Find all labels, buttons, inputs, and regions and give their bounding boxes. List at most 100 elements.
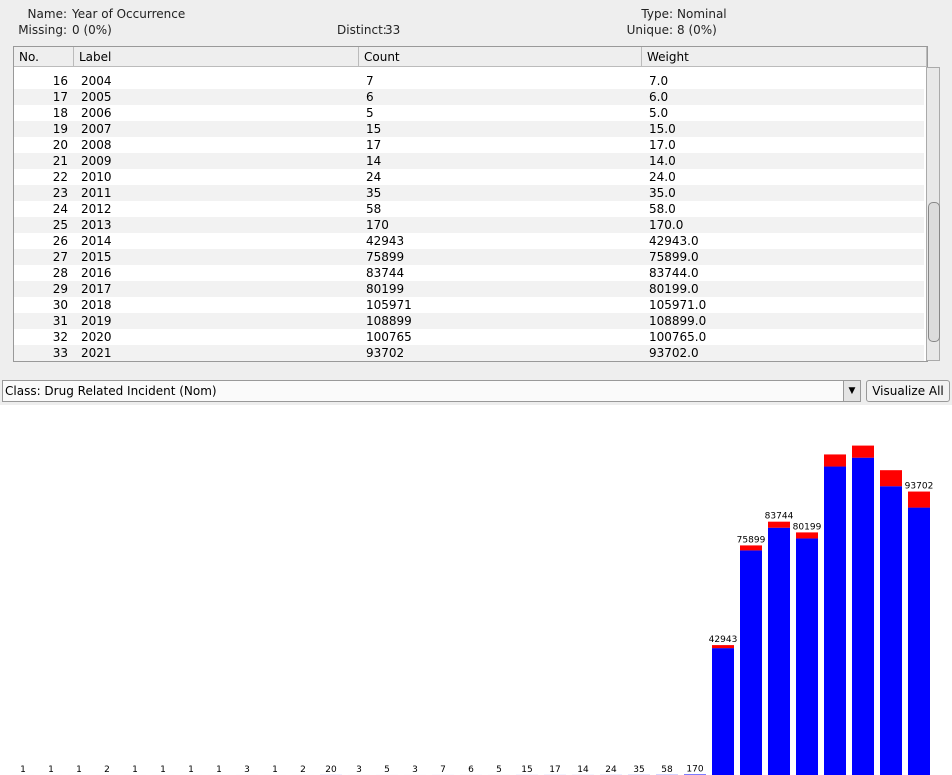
table-cell: 80199: [366, 282, 405, 296]
table-cell: 5.0: [649, 106, 669, 120]
name-label: Name:: [27, 7, 67, 21]
table-cell: 32: [52, 330, 68, 344]
bar-segment: [712, 648, 734, 775]
table-cell: 2021: [81, 346, 112, 360]
table-row: 30 2018 105971 105971.0: [14, 297, 924, 313]
bar-label: 42943: [709, 635, 738, 645]
bar-segment: [852, 457, 874, 775]
column-header: Count: [359, 47, 642, 67]
table-cell: 14.0: [649, 154, 676, 168]
bar-label: 35: [633, 765, 644, 775]
table-cell: 24.0: [649, 170, 676, 184]
table-cell: 75899: [366, 250, 405, 264]
table-cell: 2007: [81, 122, 112, 136]
class-selector-text: Class: Drug Related Incident (Nom): [5, 384, 217, 398]
bar-label: 7: [440, 765, 446, 775]
table-row: 29 2017 80199 80199.0: [14, 281, 924, 297]
bar-segment: [880, 486, 902, 775]
visualize-all-button[interactable]: Visualize All: [866, 380, 950, 402]
bar-label: 93702: [905, 482, 934, 492]
bar-label: 14: [577, 765, 589, 775]
table-cell: 23: [52, 186, 68, 200]
table-row: 25 2013 170 170.0: [14, 217, 924, 233]
bar-segment: [908, 491, 930, 508]
table-row: 16 2004 7 7.0: [14, 73, 924, 89]
table-row: 24 2012 58 58.0: [14, 201, 924, 217]
table-cell: 2005: [81, 90, 112, 104]
bar-label: 1: [20, 765, 26, 775]
table-cell: 15: [366, 122, 382, 136]
column-header: Label: [74, 47, 359, 67]
table-cell: 93702.0: [649, 346, 699, 360]
table-cell: 28: [52, 266, 68, 280]
table-cell: 33: [52, 346, 68, 360]
table-row: 32 2020 100765 100765.0: [14, 329, 924, 345]
scrollbar[interactable]: [926, 67, 940, 361]
table-cell: 7.0: [649, 74, 669, 88]
table-cell: 18: [52, 106, 68, 120]
dropdown-arrow[interactable]: ▼: [843, 381, 860, 401]
table-cell: 26: [52, 234, 68, 248]
table-cell: 6.0: [649, 90, 669, 104]
table-cell: 2012: [81, 202, 112, 216]
table-row: 18 2006 5 5.0: [14, 105, 924, 121]
bar-segment: [796, 532, 818, 539]
table-row: 31 2019 108899 108899.0: [14, 313, 924, 329]
class-selector[interactable]: Class: Drug Related Incident (Nom) ▼: [2, 380, 861, 402]
table-cell: 35: [366, 186, 382, 200]
bar-label: 17: [549, 765, 560, 775]
scroll-thumb[interactable]: [928, 202, 940, 342]
table-cell: 170.0: [649, 218, 684, 232]
table-cell: 22: [52, 170, 68, 184]
unique-label: Unique:: [626, 23, 673, 37]
unique-value: 8 (0%): [677, 23, 717, 37]
table-cell: 2017: [81, 282, 112, 296]
bar-label: 1: [216, 765, 222, 775]
table-cell: 35.0: [649, 186, 676, 200]
bar-segment: [880, 470, 902, 487]
table-cell: 108899: [366, 314, 412, 328]
table-row: 20 2008 17 17.0: [14, 137, 924, 153]
table-cell: 21: [52, 154, 68, 168]
table-cell: 20: [52, 138, 68, 152]
type-value: Nominal: [677, 7, 727, 21]
table-cell: 83744: [366, 266, 405, 280]
missing-value: 0 (0%): [72, 23, 112, 37]
bar-label: 1: [132, 765, 138, 775]
bar-segment: [712, 645, 734, 649]
bar-segment: [740, 545, 762, 551]
table-cell: 58: [366, 202, 382, 216]
table-cell: 2010: [81, 170, 112, 184]
bar-label: 1: [272, 765, 278, 775]
type-label: Type:: [641, 7, 673, 21]
table-cell: 105971: [366, 298, 412, 312]
bar-label: 15: [521, 765, 532, 775]
table-cell: 29: [52, 282, 68, 296]
table-cell: 25: [52, 218, 68, 232]
table-cell: 17: [366, 138, 382, 152]
bar-label: 1: [160, 765, 166, 775]
table-cell: 80199.0: [649, 282, 699, 296]
bar-segment: [740, 550, 762, 775]
bar-label: 80199: [793, 522, 822, 532]
table-cell: 27: [52, 250, 68, 264]
bar-label: 1: [76, 765, 82, 775]
bar-segment: [824, 466, 846, 775]
table-cell: 6: [366, 90, 374, 104]
table-cell: 100765: [366, 330, 412, 344]
table-cell: 2020: [81, 330, 112, 344]
missing-label: Missing:: [18, 23, 67, 37]
chart: 1 1 1 2 1 1 1 1 3 1 2 20 3 5 3 7 6 5 15 17 14 24 35 58 170429437…: [0, 405, 952, 775]
bar-label: 2: [300, 765, 306, 775]
table-cell: 93702: [366, 346, 405, 360]
table-cell: 17: [52, 90, 68, 104]
bar-segment: [852, 445, 874, 458]
bar-label: 24: [605, 765, 617, 775]
bar-segment: [768, 521, 790, 528]
table-cell: 17.0: [649, 138, 676, 152]
distinct-label: Distinct:: [337, 23, 387, 37]
table-row: 19 2007 15 15.0: [14, 121, 924, 137]
table-cell: 170: [366, 218, 389, 232]
table-row: 28 2016 83744 83744.0: [14, 265, 924, 281]
